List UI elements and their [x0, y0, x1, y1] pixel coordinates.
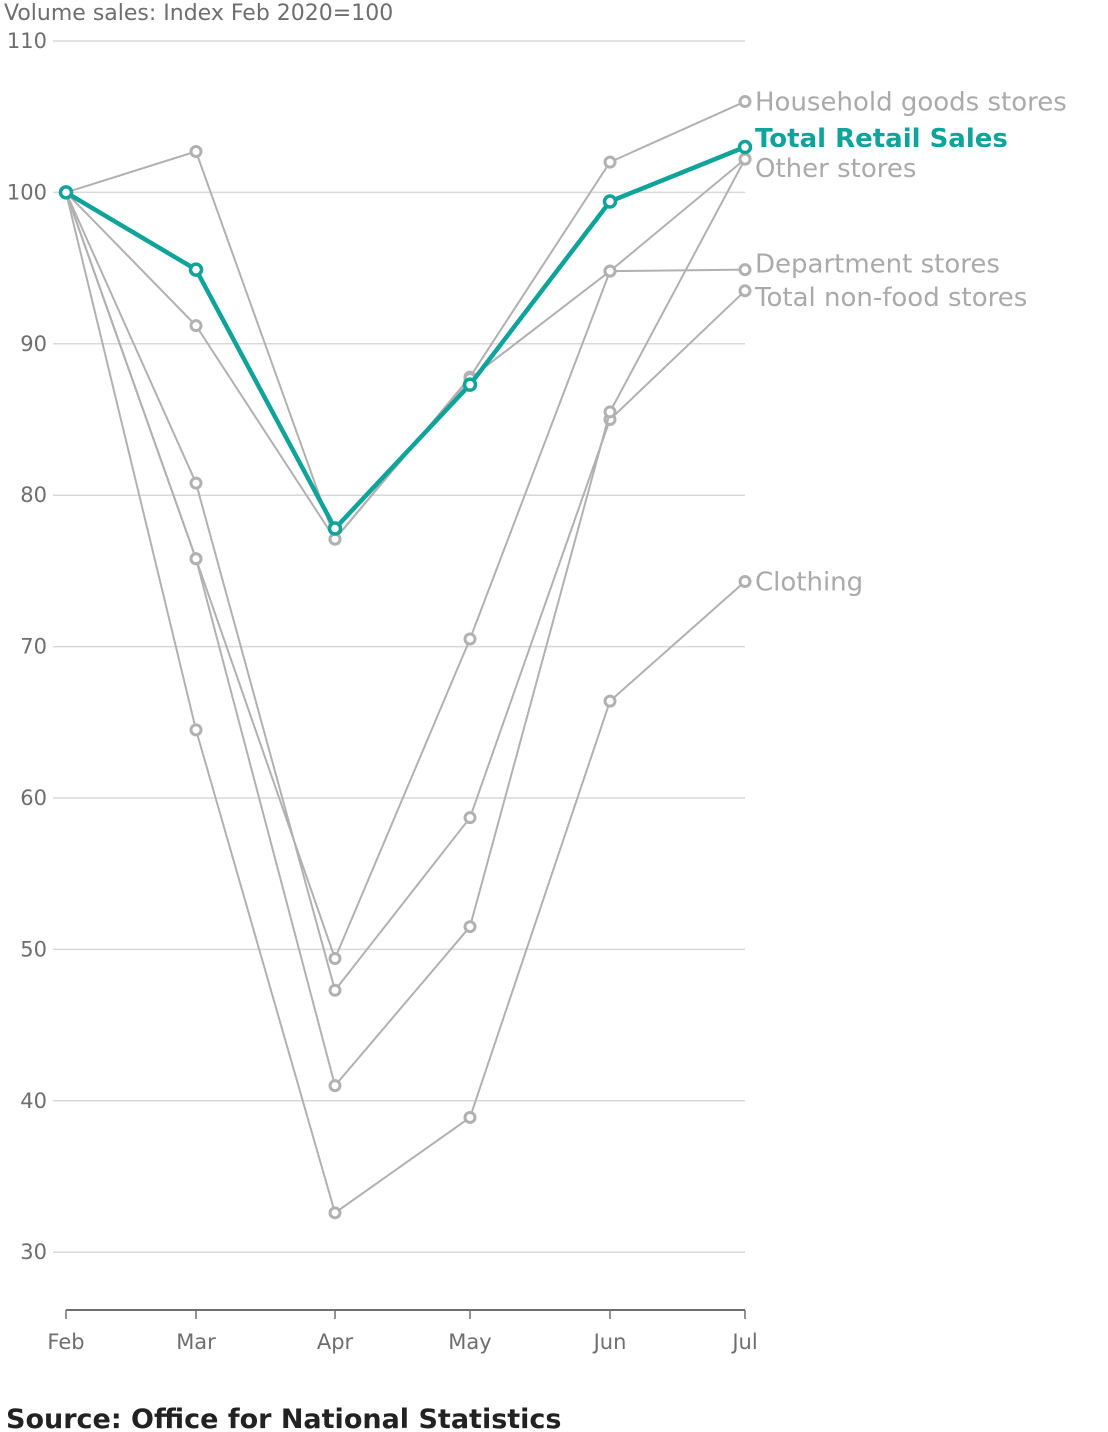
- source-note: Source: Office for National Statistics: [6, 1404, 562, 1432]
- data-point: [740, 576, 750, 586]
- x-tick-label: Mar: [176, 1330, 216, 1354]
- y-tick-label: 90: [20, 332, 47, 356]
- series-line: [66, 147, 745, 529]
- y-tick-label: 110: [7, 29, 47, 53]
- data-point: [740, 286, 750, 296]
- data-point: [191, 321, 201, 331]
- data-point: [465, 634, 475, 644]
- data-point: [740, 154, 750, 164]
- data-point: [330, 523, 341, 534]
- y-tick-label: 100: [7, 180, 47, 204]
- series-total-non-food-stores: [61, 187, 750, 995]
- data-point: [330, 985, 340, 995]
- data-point: [465, 813, 475, 823]
- y-tick-label: 50: [20, 937, 47, 961]
- series-line: [66, 192, 745, 990]
- data-point: [330, 1081, 340, 1091]
- data-point: [330, 953, 340, 963]
- data-point: [191, 725, 201, 735]
- x-tick-label: May: [448, 1330, 491, 1354]
- y-tick-label: 60: [20, 786, 47, 810]
- data-point: [605, 407, 615, 417]
- data-point: [605, 266, 615, 276]
- y-tick-label: 70: [20, 635, 47, 659]
- data-point: [605, 196, 616, 207]
- y-tick-label: 40: [20, 1089, 47, 1113]
- data-point: [191, 554, 201, 564]
- gridlines: [53, 41, 745, 1252]
- y-tick-label: 80: [20, 483, 47, 507]
- x-tick-label: Jun: [592, 1330, 627, 1354]
- data-point: [605, 696, 615, 706]
- series-total-retail-sales: [61, 141, 751, 534]
- data-point: [465, 922, 475, 932]
- series-label-household-goods-stores: Household goods stores: [755, 88, 1067, 118]
- data-point: [465, 379, 476, 390]
- x-tick-label: Feb: [47, 1330, 84, 1354]
- x-tick-label: Apr: [317, 1330, 354, 1354]
- series-line: [66, 159, 745, 958]
- series-labels: Household goods stores Other stores Depart…: [754, 88, 1067, 598]
- data-point: [61, 187, 72, 198]
- line-chart: 30405060708090100110 Feb Mar Apr May Jun Jul …: [0, 0, 1108, 1432]
- data-point: [191, 478, 201, 488]
- series-label-other-stores: Other stores: [755, 154, 916, 184]
- series-lines: [61, 97, 751, 1218]
- data-point: [740, 265, 750, 275]
- data-point: [191, 147, 201, 157]
- y-axis-title: Volume sales: Index Feb 2020=100: [4, 1, 393, 26]
- data-point: [330, 1208, 340, 1218]
- data-point: [191, 264, 202, 275]
- series-line: [66, 192, 745, 1212]
- series-label-department-stores: Department stores: [755, 250, 1000, 280]
- x-tick-label: Jul: [730, 1330, 757, 1354]
- y-tick-label: 30: [20, 1240, 47, 1264]
- series-line: [66, 102, 745, 540]
- series-label-total-non-food-stores: Total non-food stores: [754, 283, 1027, 313]
- x-axis: Feb Mar Apr May Jun Jul: [47, 1310, 757, 1354]
- data-point: [740, 97, 750, 107]
- series-other-stores: [61, 154, 750, 963]
- y-axis: 30 40 50 60 70 80 90 100 110: [7, 29, 47, 1264]
- series-label-total-retail-sales: Total Retail Sales: [755, 124, 1008, 154]
- series-label-clothing: Clothing: [755, 567, 863, 597]
- data-point: [605, 157, 615, 167]
- data-point: [740, 141, 751, 152]
- series-household-goods-stores: [61, 97, 750, 545]
- data-point: [465, 1112, 475, 1122]
